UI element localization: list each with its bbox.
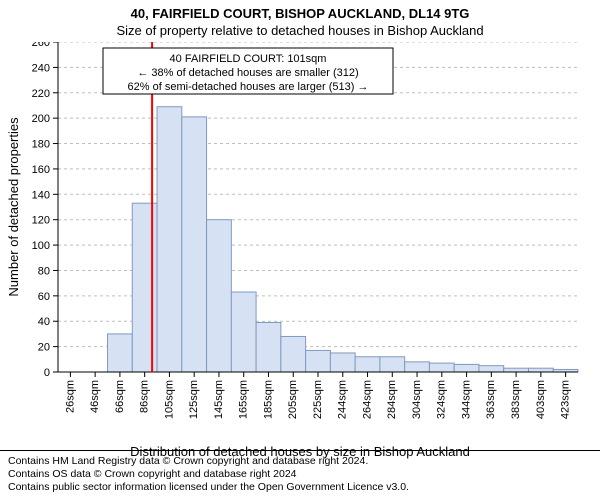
svg-text:205sqm: 205sqm [287, 380, 299, 419]
svg-text:165sqm: 165sqm [238, 380, 250, 419]
svg-text:423sqm: 423sqm [560, 380, 572, 419]
svg-text:26sqm: 26sqm [64, 380, 76, 413]
svg-text:125sqm: 125sqm [188, 380, 200, 419]
footer-line-3: Contains public sector information licen… [8, 481, 592, 494]
svg-text:62% of semi-detached houses ar: 62% of semi-detached houses are larger (… [128, 81, 369, 93]
svg-text:185sqm: 185sqm [262, 380, 274, 419]
svg-text:80: 80 [38, 265, 50, 277]
svg-text:Number of detached properties: Number of detached properties [6, 117, 21, 297]
chart-area: 0 20 40 60 80 100 120 140 160 180 200 220 240 260 26sq… [0, 42, 600, 442]
svg-text:66sqm: 66sqm [114, 380, 126, 413]
svg-text:225sqm: 225sqm [312, 380, 324, 419]
svg-text:40 FAIRFIELD COURT: 101sqm: 40 FAIRFIELD COURT: 101sqm [170, 53, 327, 65]
svg-text:160: 160 [32, 164, 50, 176]
svg-text:140: 140 [32, 189, 50, 201]
svg-text:40: 40 [38, 316, 50, 328]
svg-text:284sqm: 284sqm [386, 380, 398, 419]
chart-title-address: 40, FAIRFIELD COURT, BISHOP AUCKLAND, DL… [0, 0, 600, 21]
svg-text:145sqm: 145sqm [213, 380, 225, 419]
svg-text:260: 260 [32, 42, 50, 49]
svg-text:324sqm: 324sqm [436, 380, 448, 419]
svg-text:240: 240 [32, 62, 50, 74]
svg-text:264sqm: 264sqm [361, 380, 373, 419]
svg-text:20: 20 [38, 342, 50, 354]
svg-text:200: 200 [32, 113, 50, 125]
svg-text:← 38% of detached houses are s: ← 38% of detached houses are smaller (31… [137, 67, 358, 79]
svg-text:344sqm: 344sqm [460, 380, 472, 419]
svg-text:180: 180 [32, 139, 50, 151]
chart-titles: 40, FAIRFIELD COURT, BISHOP AUCKLAND, DL… [0, 0, 600, 42]
svg-text:100: 100 [32, 240, 50, 252]
chart-title-sub: Size of property relative to detached ho… [0, 21, 600, 42]
svg-text:304sqm: 304sqm [411, 380, 423, 419]
svg-text:383sqm: 383sqm [510, 380, 522, 419]
svg-text:120: 120 [32, 215, 50, 227]
svg-text:86sqm: 86sqm [139, 380, 151, 413]
svg-text:403sqm: 403sqm [535, 380, 547, 419]
svg-text:220: 220 [32, 88, 50, 100]
footer-line-2: Contains OS data © Crown copyright and d… [8, 468, 592, 481]
footer-attribution: Contains HM Land Registry data © Crown c… [0, 450, 600, 500]
svg-text:105sqm: 105sqm [163, 380, 175, 419]
svg-text:363sqm: 363sqm [485, 380, 497, 419]
svg-text:0: 0 [44, 367, 50, 379]
histogram-svg: 0 20 40 60 80 100 120 140 160 180 200 220 240 260 26sq… [0, 42, 600, 442]
svg-text:60: 60 [38, 291, 50, 303]
footer-line-1: Contains HM Land Registry data © Crown c… [8, 455, 592, 468]
svg-text:46sqm: 46sqm [89, 380, 101, 413]
svg-text:244sqm: 244sqm [337, 380, 349, 419]
